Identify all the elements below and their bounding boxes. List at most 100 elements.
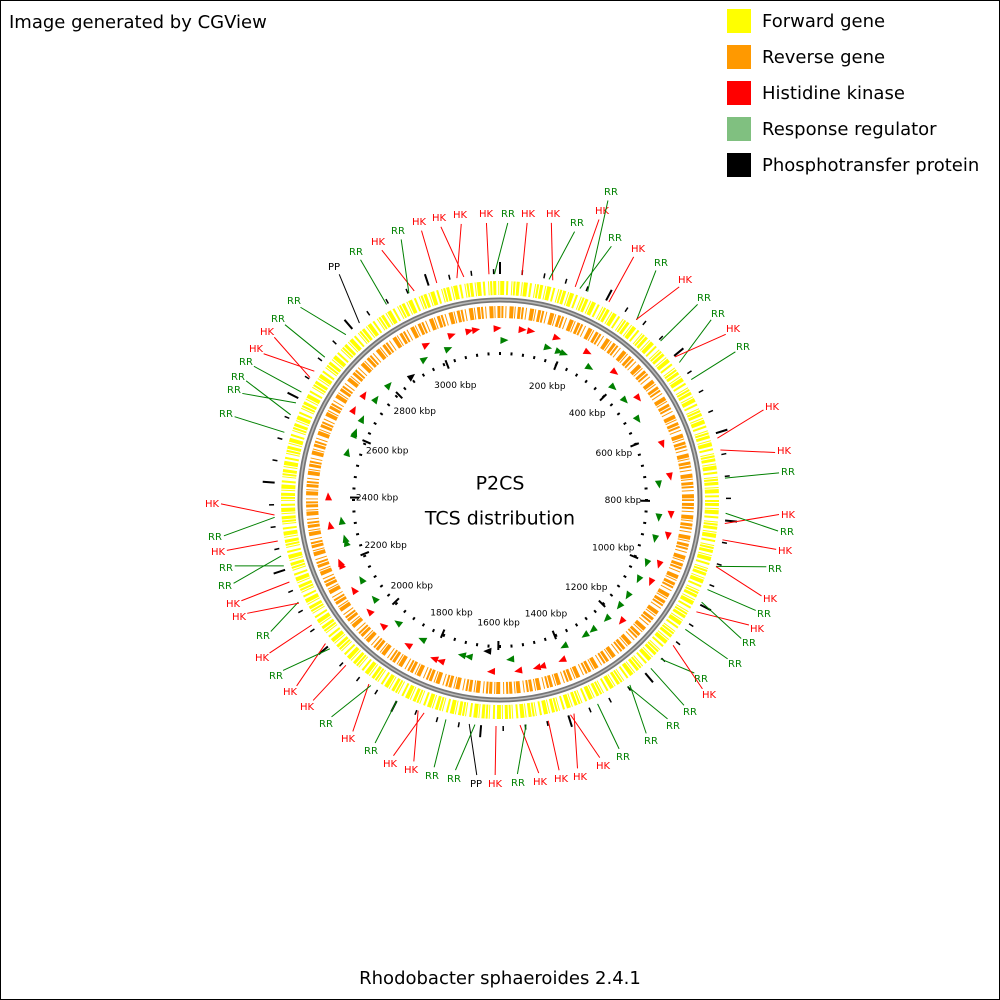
feature-label: RR bbox=[287, 296, 301, 307]
ruler-dot bbox=[593, 609, 597, 614]
feature-marker bbox=[371, 595, 380, 604]
feature-label: RR bbox=[694, 674, 708, 685]
feature-marker bbox=[327, 521, 335, 530]
feature-marker bbox=[493, 325, 502, 333]
feature-marker bbox=[649, 577, 656, 587]
feature-label: RR bbox=[239, 357, 253, 368]
outer-tick bbox=[724, 475, 730, 478]
feature-marker bbox=[655, 513, 663, 522]
ruler-label: 600 kbp bbox=[595, 449, 632, 459]
feature-label: RR bbox=[780, 527, 794, 538]
ruler-dot bbox=[584, 379, 588, 384]
feature-label: HK bbox=[778, 546, 793, 557]
feature-label: HK bbox=[404, 765, 419, 776]
ruler-dot bbox=[362, 442, 367, 446]
feature-marker bbox=[558, 655, 567, 662]
outer-tick bbox=[309, 628, 315, 633]
feature-label: RR bbox=[742, 638, 756, 649]
feature-label: HK bbox=[678, 275, 693, 286]
ruler-tick bbox=[629, 553, 639, 560]
outer-tick bbox=[423, 273, 430, 286]
ruler-dot bbox=[543, 358, 547, 363]
ruler-label: 1200 kbp bbox=[565, 583, 608, 593]
feature-marker bbox=[506, 655, 515, 663]
feature-label: HK bbox=[763, 594, 778, 605]
feature-line bbox=[672, 645, 703, 690]
outer-tick bbox=[709, 583, 715, 588]
feature-label: HK bbox=[554, 774, 569, 785]
feature-marker bbox=[625, 590, 633, 600]
outer-tick bbox=[414, 709, 418, 716]
ruler-dot bbox=[355, 464, 360, 468]
ruler-dot bbox=[403, 609, 407, 614]
feature-label: HK bbox=[226, 599, 241, 610]
feature-line bbox=[696, 611, 750, 626]
feature-marker bbox=[582, 347, 592, 355]
ruler-label: 2200 kbp bbox=[364, 541, 407, 551]
feature-line bbox=[226, 540, 278, 551]
feature-marker bbox=[632, 414, 641, 423]
feature-marker bbox=[644, 558, 652, 568]
feature-line bbox=[263, 353, 315, 372]
outer-tick bbox=[721, 452, 727, 456]
feature-label: RR bbox=[271, 314, 285, 325]
ruler-dot bbox=[453, 637, 457, 642]
feature-label: RR bbox=[616, 752, 630, 763]
feature-line bbox=[241, 581, 290, 602]
feature-label: HK bbox=[453, 210, 468, 221]
feature-label: RR bbox=[511, 778, 525, 789]
ruler-label: 1000 kbp bbox=[592, 543, 635, 553]
feature-line bbox=[233, 555, 282, 584]
feature-line bbox=[547, 720, 560, 771]
feature-marker bbox=[619, 395, 628, 404]
feature-label: RR bbox=[757, 609, 771, 620]
feature-label: RR bbox=[218, 581, 232, 592]
outer-tick bbox=[470, 270, 473, 276]
feature-line bbox=[690, 351, 736, 381]
feature-marker bbox=[665, 472, 673, 481]
feature-marker bbox=[436, 658, 446, 666]
feature-line bbox=[629, 684, 647, 734]
ruler-dot bbox=[616, 584, 621, 588]
outer-tick bbox=[716, 563, 722, 566]
reverse-genes bbox=[306, 306, 694, 694]
ruler-dot bbox=[532, 355, 536, 360]
feature-marker bbox=[421, 342, 431, 350]
feature-line bbox=[220, 503, 275, 516]
outer-tick bbox=[435, 717, 439, 723]
feature-label: HK bbox=[726, 324, 741, 335]
center-subtitle: TCS distribution bbox=[424, 508, 575, 530]
feature-label: RR bbox=[256, 631, 270, 642]
ruler-dot bbox=[373, 574, 377, 579]
feature-marker bbox=[552, 333, 562, 341]
outer-tick bbox=[608, 697, 612, 703]
feature-line bbox=[516, 724, 527, 775]
feature-line bbox=[413, 710, 419, 762]
credit: Image generated by CGView bbox=[9, 12, 267, 33]
outer-tick bbox=[274, 547, 280, 551]
ruler-dot bbox=[358, 543, 363, 547]
feature-line bbox=[381, 249, 415, 292]
feature-marker bbox=[430, 656, 440, 664]
feature-line bbox=[701, 601, 742, 639]
ruler-dot bbox=[623, 421, 627, 426]
feature-marker bbox=[589, 624, 598, 633]
feature-label: HK bbox=[412, 217, 427, 228]
ruler-dot bbox=[379, 584, 384, 588]
outer-tick bbox=[448, 274, 451, 280]
feature-marker bbox=[404, 642, 414, 650]
feature-line bbox=[678, 319, 712, 363]
feature-label: RR bbox=[219, 409, 233, 420]
ruler-label: 1600 kbp bbox=[477, 618, 520, 628]
ruler-dot bbox=[442, 362, 446, 367]
ruler-tick bbox=[553, 361, 559, 371]
feature-marker bbox=[357, 415, 365, 425]
outer-tick bbox=[287, 391, 299, 399]
ruler-dot bbox=[543, 637, 547, 642]
feature-marker bbox=[371, 395, 379, 405]
outer-tick bbox=[270, 526, 276, 529]
ruler-label: 800 kbp bbox=[605, 496, 642, 506]
feature-marker bbox=[518, 326, 527, 334]
outer-tick bbox=[284, 415, 290, 419]
